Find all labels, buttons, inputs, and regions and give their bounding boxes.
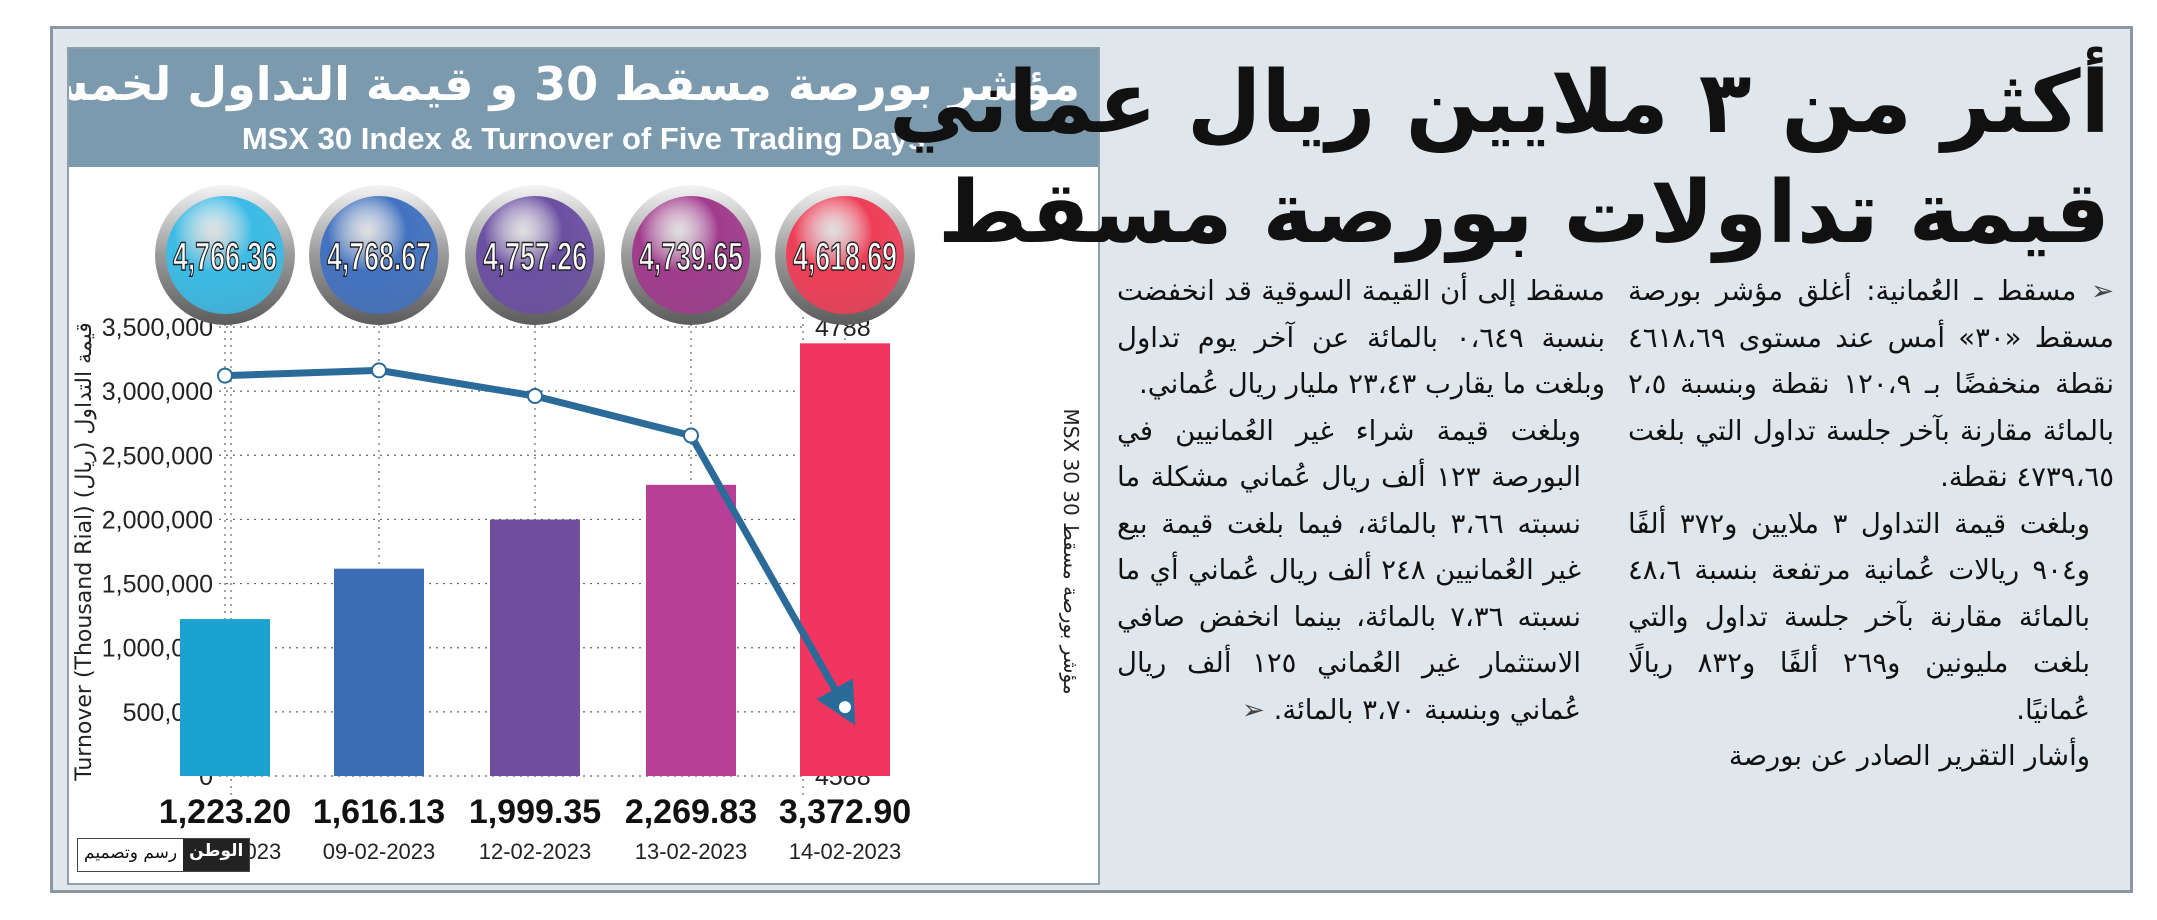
credit-text: رسم وتصميم xyxy=(78,839,184,871)
bar-value-label: 1,999.35 xyxy=(469,793,601,831)
article-paragraph: وأشار التقرير الصادر عن بورصة xyxy=(1728,740,2090,772)
index-value-label: 4,757.26 xyxy=(483,235,587,279)
bar-value-label: 2,269.83 xyxy=(625,793,757,831)
x-tick-label: 12-02-2023 xyxy=(479,839,592,864)
headline-line-2: قيمة تداولات بورصة مسقط xyxy=(937,163,2110,263)
index-bubble xyxy=(786,196,904,314)
chart-header: مؤشر بورصة مسقط 30 و قيمة التداول لخمسة … xyxy=(69,49,1098,167)
bar xyxy=(180,619,270,776)
bar-value-label: 1,223.20 xyxy=(159,793,291,831)
bar-value-label: 3,372.90 xyxy=(779,793,911,831)
index-value-label: 4,618.69 xyxy=(793,235,897,279)
paper-plane-icon: ➢ xyxy=(2090,275,2114,307)
bar-value-label: 1,616.13 xyxy=(313,793,445,831)
chart-panel: مؤشر بورصة مسقط 30 و قيمة التداول لخمسة … xyxy=(67,47,1100,885)
index-point xyxy=(217,367,233,384)
x-tick-label: 09-02-2023 xyxy=(323,839,436,864)
bar xyxy=(646,484,736,776)
article-paragraph: ➢ مسقط ـ العُمانية: أغلق مؤشر بورصة مسقط… xyxy=(1628,268,2114,501)
y-tick-label: 1,500,000 xyxy=(102,571,213,599)
article-paragraph: وبلغت قيمة التداول ٣ ملايين و٣٧٢ ألفًا و… xyxy=(1628,507,2090,726)
index-point xyxy=(683,427,699,444)
y-axis-title: Turnover (Thousand Rial) قيمة التداول (ر… xyxy=(72,322,97,781)
y2-axis-title: MSX 30 مؤشر بورصة مسقط 30 xyxy=(1059,408,1083,694)
index-bubble xyxy=(476,196,594,314)
headline-line-1: أكثر من ٣ ملايين ريال عماني xyxy=(889,53,2110,153)
article-paragraph: مسقط إلى أن القيمة السوقية قد انخفضت بنس… xyxy=(1117,275,1605,400)
index-point xyxy=(527,388,543,405)
y-tick-label: 2,500,000 xyxy=(102,442,213,470)
index-value-label: 4,768.67 xyxy=(327,235,431,279)
article-column-right: ➢ مسقط ـ العُمانية: أغلق مؤشر بورصة مسقط… xyxy=(1628,268,2114,780)
newspaper-logo: الوطن xyxy=(183,839,250,871)
chart-subtitle: MSX 30 Index & Turnover of Five Trading … xyxy=(241,121,926,156)
bar xyxy=(490,519,580,776)
paper-plane-icon: ➢ xyxy=(1241,693,1265,726)
index-value-label: 4,739.65 xyxy=(639,235,743,279)
graphic-credit: الوطن رسم وتصميم xyxy=(77,838,251,872)
chart-title: مؤشر بورصة مسقط 30 و قيمة التداول لخمسة … xyxy=(69,57,1080,111)
bar xyxy=(334,568,424,776)
y-tick-label: 3,500,000 xyxy=(102,314,213,342)
index-bubble xyxy=(320,196,438,314)
index-bubble xyxy=(166,196,284,314)
index-point xyxy=(371,362,387,379)
headline: أكثر من ٣ ملايين ريال عماني قيمة تداولات… xyxy=(889,48,2110,268)
index-value-label: 4,766.36 xyxy=(173,235,277,279)
x-tick-label: 13-02-2023 xyxy=(635,839,748,864)
article-column-left: مسقط إلى أن القيمة السوقية قد انخفضت بنس… xyxy=(1117,268,1605,733)
y-tick-label: 2,000,000 xyxy=(102,506,213,534)
index-bubble xyxy=(632,196,750,314)
article-paragraph: وبلغت قيمة شراء غير العُمانيين في البورص… xyxy=(1117,408,1605,734)
x-tick-label: 14-02-2023 xyxy=(789,839,902,864)
y-tick-label: 3,000,000 xyxy=(102,378,213,406)
index-point xyxy=(837,699,853,716)
chart-svg: 0500,0001,000,0001,500,0002,000,0002,500… xyxy=(72,185,1083,864)
